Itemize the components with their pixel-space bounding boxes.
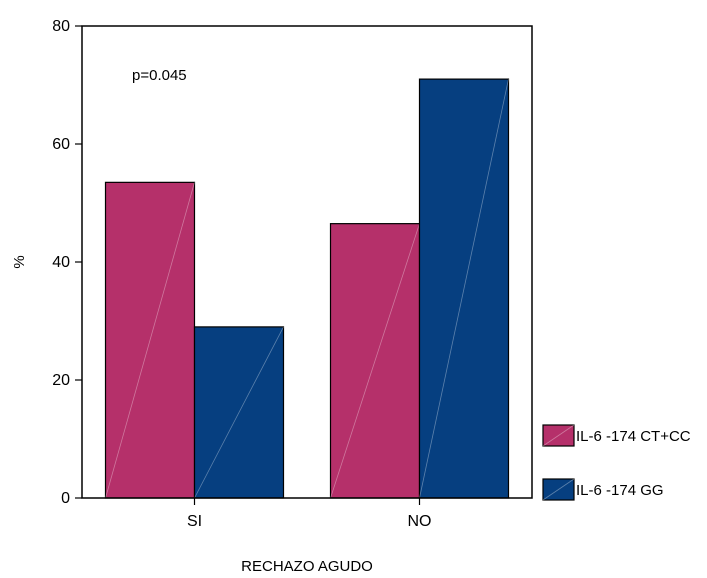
legend-swatch-gg [542,478,575,501]
p-value-annotation: p=0.045 [132,67,187,84]
y-tick-label: 0 [61,490,70,507]
legend-label-gg: IL-6 -174 GG [576,482,664,499]
bar-gg-no [418,78,510,499]
y-tick-label: 80 [52,18,70,35]
legend-swatch-sheen [542,478,575,501]
y-axis: 0 20 40 60 80 [52,18,82,507]
bar-ct-cc-si [104,181,196,499]
y-axis-title: % [11,255,28,268]
y-tick-label: 20 [52,372,70,389]
y-tick-label: 40 [52,254,70,271]
bars-group [104,78,510,499]
bar-ct-cc-no [329,223,421,499]
legend: IL-6 -174 CT+CC IL-6 -174 GG [542,424,691,501]
legend-swatch-ct-cc [542,424,575,447]
bar-sheen-line [419,79,509,499]
x-tick-label-si: SI [187,513,202,530]
x-axis: SI NO [187,498,432,530]
x-axis-title: RECHAZO AGUDO [241,558,373,575]
y-tick-label: 60 [52,136,70,153]
bar-sheen-line [105,182,195,499]
legend-swatch-sheen [542,424,575,447]
legend-label-ct-cc: IL-6 -174 CT+CC [576,428,691,445]
bar-sheen-line [194,326,284,499]
bar-gg-si [193,326,285,499]
bar-sheen-line [330,223,420,499]
x-tick-label-no: NO [408,513,432,530]
